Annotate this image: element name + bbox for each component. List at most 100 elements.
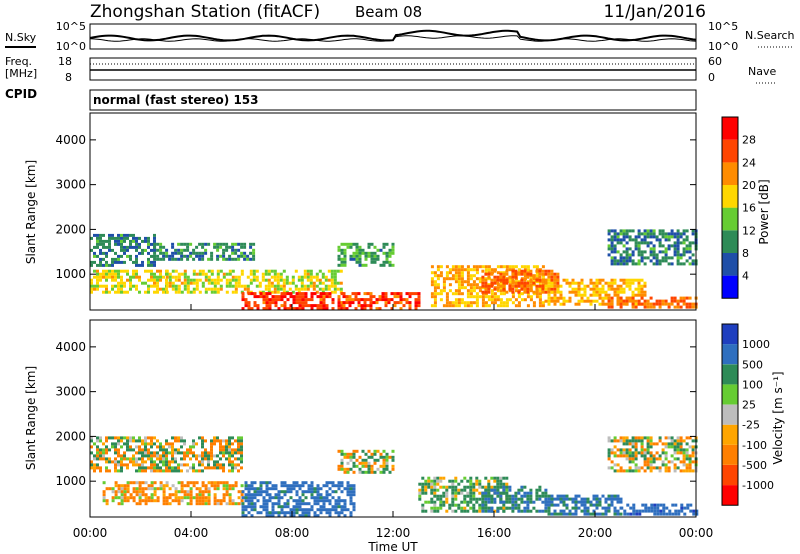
heatmap-cell (354, 292, 358, 296)
heatmap-cell (228, 502, 232, 506)
heatmap-cell (90, 248, 93, 252)
heatmap-cell (646, 302, 650, 306)
heatmap-cell (499, 298, 503, 302)
heatmap-cell (631, 281, 635, 285)
heatmap-cell (262, 502, 266, 506)
heatmap-cell (373, 254, 377, 258)
heatmap-cell (616, 448, 620, 452)
heatmap-cell (556, 278, 560, 282)
heatmap-cell (186, 278, 190, 282)
heatmap-cell (327, 284, 331, 288)
heatmap-cell (231, 469, 234, 473)
heatmap-cell (574, 506, 578, 510)
heatmap-cell (243, 242, 247, 246)
heatmap-cell (613, 451, 617, 455)
nave-tick-bottom: 0 (708, 71, 715, 84)
heatmap-cell (676, 238, 680, 242)
heatmap-cell (676, 457, 680, 461)
heatmap-cell (247, 487, 251, 491)
power-tick-label: 8 (742, 247, 749, 260)
heatmap-cell (195, 284, 199, 288)
heatmap-cell (399, 295, 403, 299)
heatmap-cell (466, 503, 470, 507)
heatmap-cell (454, 274, 458, 278)
heatmap-cell (346, 493, 350, 497)
heatmap-cell (616, 509, 620, 513)
heatmap-cell (240, 251, 244, 255)
heatmap-cell (610, 259, 614, 263)
heatmap-cell (346, 490, 350, 494)
heatmap-cell (355, 245, 359, 249)
heatmap-cell (120, 463, 123, 467)
heatmap-cell (631, 229, 635, 233)
heatmap-cell (405, 298, 409, 302)
heatmap-cell (511, 500, 515, 504)
heatmap-cell (442, 277, 446, 281)
heatmap-cell (283, 292, 287, 296)
heatmap-cell (96, 242, 99, 246)
heatmap-cell (520, 292, 524, 296)
heatmap-cell (99, 236, 102, 240)
heatmap-cell (508, 488, 512, 492)
heatmap-cell (147, 496, 151, 500)
heatmap-cell (135, 275, 138, 279)
heatmap-cell (613, 287, 617, 291)
heatmap-cell (490, 500, 494, 504)
heatmap-cell (126, 445, 129, 449)
heatmap-cell (466, 509, 470, 513)
heatmap-cell (114, 278, 117, 282)
heatmap-cell (634, 241, 638, 245)
heatmap-cell (93, 260, 96, 264)
heatmap-cell (508, 284, 512, 288)
heatmap-cell (514, 275, 518, 279)
heatmap-cell (487, 268, 491, 272)
heatmap-cell (129, 460, 132, 464)
heatmap-cell (622, 454, 626, 458)
heatmap-cell (399, 307, 403, 311)
heatmap-cell (207, 454, 210, 458)
heatmap-cell (292, 514, 296, 518)
heatmap-cell (562, 503, 566, 507)
heatmap-cell (613, 454, 617, 458)
heatmap-cell (463, 280, 467, 284)
heatmap-cell (451, 268, 455, 272)
heatmap-cell (673, 442, 677, 446)
heatmap-cell (171, 454, 174, 458)
heatmap-cell (577, 284, 581, 288)
heatmap-cell (364, 251, 368, 255)
heatmap-cell (132, 499, 136, 503)
heatmap-cell (652, 229, 656, 233)
heatmap-cell (355, 248, 359, 252)
heatmap-cell (385, 464, 389, 468)
heatmap-cell (499, 265, 503, 269)
heatmap-cell (649, 439, 653, 443)
heatmap-cell (253, 487, 257, 491)
heatmap-cell (117, 490, 121, 494)
heatmap-cell (279, 278, 283, 282)
heatmap-cell (132, 463, 135, 467)
heatmap-cell (195, 469, 198, 473)
heatmap-cell (430, 479, 434, 483)
heatmap-cell (640, 238, 644, 242)
heatmap-cell (463, 286, 467, 290)
heatmap-cell (150, 263, 153, 267)
heatmap-cell (249, 257, 253, 261)
heatmap-cell (222, 493, 226, 497)
heatmap-cell (631, 445, 635, 449)
heatmap-cell (297, 275, 301, 279)
heatmap-cell (222, 484, 226, 488)
heatmap-cell (159, 454, 162, 458)
heatmap-cell (240, 445, 243, 449)
heatmap-cell (304, 508, 308, 512)
heatmap-cell (322, 295, 326, 299)
heatmap-cell (177, 502, 181, 506)
heatmap-cell (613, 232, 617, 236)
heatmap-cell (174, 487, 178, 491)
heatmap-cell (343, 499, 347, 503)
heatmap-cell (466, 485, 470, 489)
heatmap-cell (616, 463, 620, 467)
heatmap-cell (174, 269, 178, 273)
heatmap-cell (328, 499, 332, 503)
heatmap-cell (159, 481, 163, 485)
heatmap-cell (228, 269, 232, 273)
